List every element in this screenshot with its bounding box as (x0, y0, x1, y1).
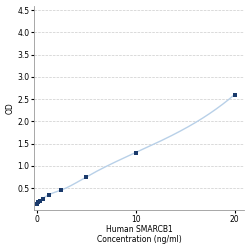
Point (41, 196, 45, 200)
Point (36, 200, 40, 204)
Point (134, 150, 138, 154)
Y-axis label: OD: OD (6, 102, 15, 114)
Point (47, 193, 51, 197)
Point (38, 199, 42, 203)
Point (59, 188, 63, 192)
X-axis label: Human SMARCB1
Concentration (ng/ml): Human SMARCB1 Concentration (ng/ml) (97, 225, 182, 244)
Point (34, 202, 38, 206)
Point (232, 93, 236, 97)
Point (84, 175, 88, 179)
